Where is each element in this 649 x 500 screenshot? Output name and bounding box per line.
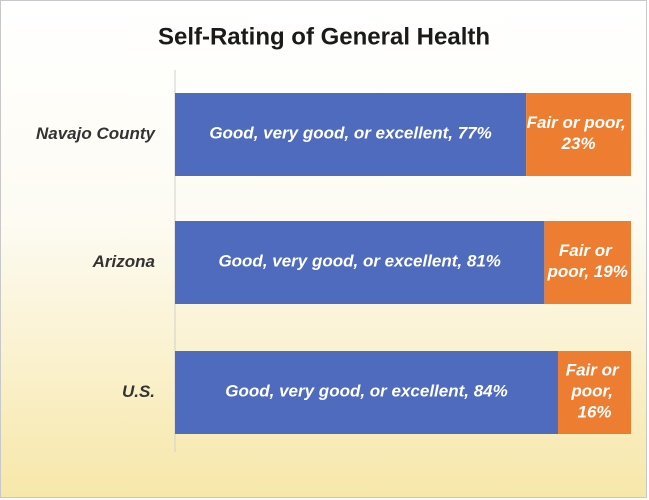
bar-segment [175, 351, 559, 434]
data-label: Good, very good, or excellent, 77% [209, 124, 491, 143]
bar-segment [175, 221, 545, 304]
bar-segment [526, 93, 631, 176]
y-tick-label: U.S. [122, 382, 155, 401]
data-label: Fair or poor, 16% [566, 361, 624, 422]
data-label: Good, very good, or excellent, 81% [218, 252, 500, 271]
data-label: Good, very good, or excellent, 84% [225, 382, 507, 401]
y-tick-label: Arizona [92, 252, 155, 271]
data-label: Fair or poor, 19% [547, 241, 628, 281]
bar-segment [558, 351, 631, 434]
bar-segment [175, 93, 527, 176]
y-tick-label: Navajo County [36, 124, 157, 143]
data-label: Fair or poor, 23% [527, 113, 631, 153]
chart-title: Self-Rating of General Health [158, 23, 490, 50]
bar-segment [544, 221, 631, 304]
